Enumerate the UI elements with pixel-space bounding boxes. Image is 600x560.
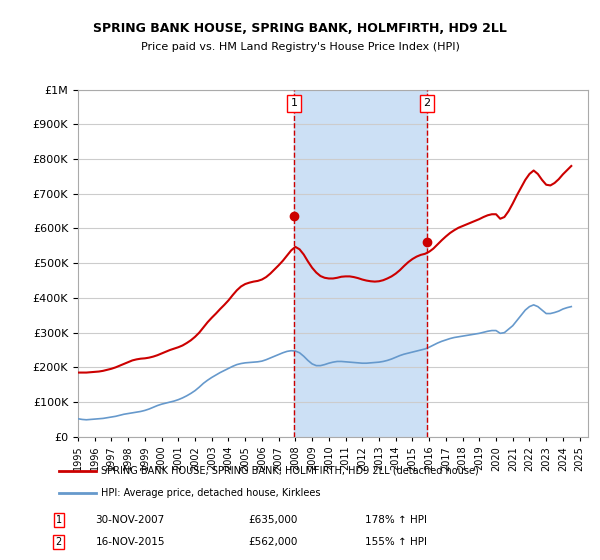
Text: 2: 2 bbox=[424, 99, 431, 109]
Text: £562,000: £562,000 bbox=[248, 538, 298, 547]
Text: SPRING BANK HOUSE, SPRING BANK, HOLMFIRTH, HD9 2LL: SPRING BANK HOUSE, SPRING BANK, HOLMFIRT… bbox=[93, 22, 507, 35]
Text: 30-NOV-2007: 30-NOV-2007 bbox=[95, 515, 165, 525]
Text: 1: 1 bbox=[55, 515, 62, 525]
Text: SPRING BANK HOUSE, SPRING BANK, HOLMFIRTH, HD9 2LL (detached house): SPRING BANK HOUSE, SPRING BANK, HOLMFIRT… bbox=[101, 465, 479, 475]
Text: 1: 1 bbox=[290, 99, 298, 109]
Text: 2: 2 bbox=[55, 538, 62, 547]
Text: 16-NOV-2015: 16-NOV-2015 bbox=[95, 538, 165, 547]
Text: HPI: Average price, detached house, Kirklees: HPI: Average price, detached house, Kirk… bbox=[101, 488, 320, 498]
Text: Price paid vs. HM Land Registry's House Price Index (HPI): Price paid vs. HM Land Registry's House … bbox=[140, 42, 460, 52]
Text: 178% ↑ HPI: 178% ↑ HPI bbox=[365, 515, 427, 525]
Text: 155% ↑ HPI: 155% ↑ HPI bbox=[365, 538, 427, 547]
Text: £635,000: £635,000 bbox=[248, 515, 298, 525]
Bar bbox=[294, 90, 427, 437]
